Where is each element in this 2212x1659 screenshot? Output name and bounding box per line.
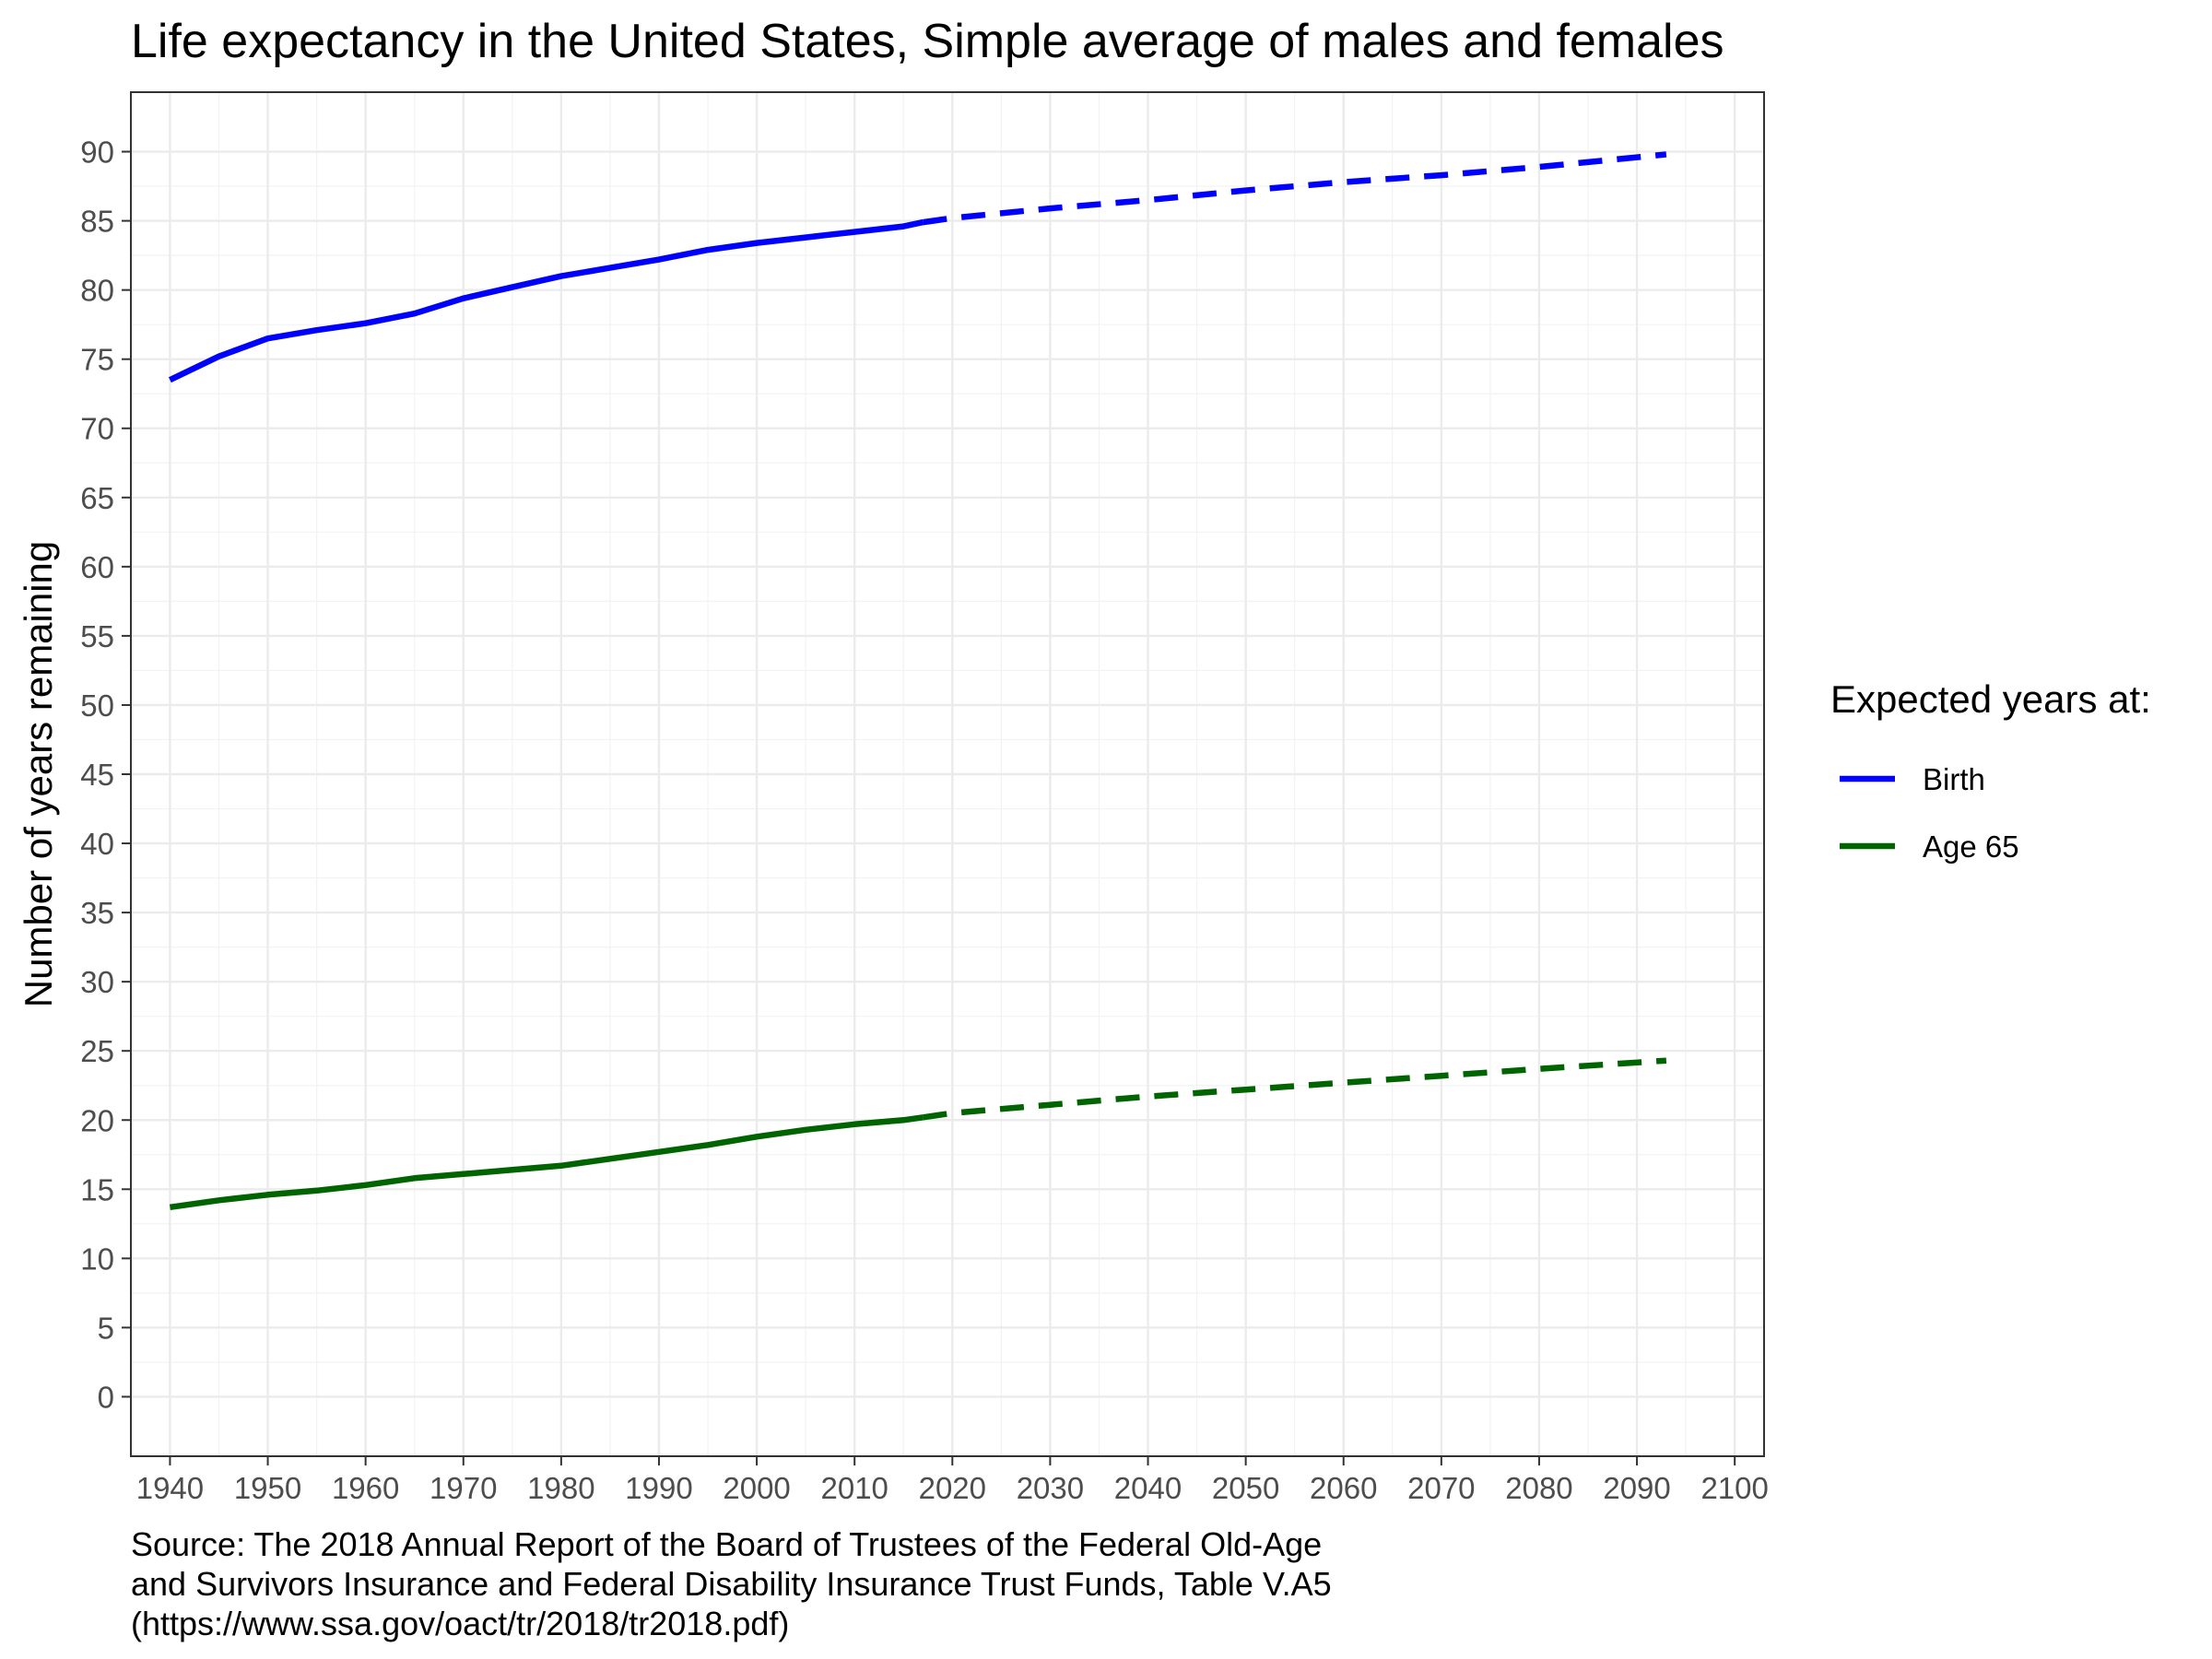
y-tick-label: 25 bbox=[80, 1034, 114, 1068]
y-tick-label: 55 bbox=[80, 619, 114, 653]
y-tick-label: 0 bbox=[98, 1380, 114, 1414]
y-tick-label: 90 bbox=[80, 135, 114, 170]
y-tick-label: 65 bbox=[80, 481, 114, 515]
x-tick-label: 2020 bbox=[919, 1471, 986, 1505]
legend-title: Expected years at: bbox=[1830, 677, 2151, 721]
x-tick-label: 1950 bbox=[234, 1471, 301, 1505]
y-axis-label: Number of years remaining bbox=[17, 541, 60, 1008]
caption: Source: The 2018 Annual Report of the Bo… bbox=[131, 1525, 1332, 1642]
caption-line-2: and Survivors Insurance and Federal Disa… bbox=[131, 1565, 1332, 1603]
major-gridlines bbox=[131, 92, 1764, 1456]
series-line-birth-historical bbox=[168, 218, 924, 383]
y-tick-label: 85 bbox=[80, 205, 114, 239]
x-tick-label: 2010 bbox=[820, 1471, 888, 1505]
y-tick-label: 10 bbox=[80, 1241, 114, 1276]
x-tick-label: 2030 bbox=[1017, 1471, 1084, 1505]
x-tick-label: 1990 bbox=[625, 1471, 692, 1505]
x-tick-label: 2100 bbox=[1700, 1471, 1768, 1505]
y-tick-label: 30 bbox=[80, 965, 114, 999]
x-tick-label: 1980 bbox=[527, 1471, 594, 1505]
x-tick-label: 2050 bbox=[1212, 1471, 1279, 1505]
chart-title: Life expectancy in the United States, Si… bbox=[131, 15, 1724, 68]
y-tick-label: 45 bbox=[80, 758, 114, 792]
x-tick-label: 1960 bbox=[332, 1471, 399, 1505]
series-line-birth-projected bbox=[923, 151, 1667, 226]
plot-panel bbox=[130, 91, 1765, 1457]
x-tick-label: 2070 bbox=[1407, 1471, 1475, 1505]
y-tick-label: 60 bbox=[80, 550, 114, 584]
legend-label-birth: Birth bbox=[1923, 762, 1985, 796]
y-tick-label: 5 bbox=[98, 1311, 114, 1345]
x-tick-label: 1940 bbox=[136, 1471, 204, 1505]
caption-line-3: (https://www.ssa.gov/oact/tr/2018/tr2018… bbox=[131, 1605, 789, 1642]
series-line-age-65-historical bbox=[169, 1114, 924, 1211]
y-tick-label: 20 bbox=[80, 1103, 114, 1137]
x-tick-label: 2000 bbox=[723, 1471, 790, 1505]
series-lines bbox=[168, 151, 1667, 1211]
y-tick-label: 35 bbox=[80, 896, 114, 930]
y-tick-label: 80 bbox=[80, 274, 114, 308]
x-tick-label: 2080 bbox=[1505, 1471, 1572, 1505]
x-tick-label: 2060 bbox=[1310, 1471, 1377, 1505]
y-tick-label: 40 bbox=[80, 827, 114, 861]
caption-line-1: Source: The 2018 Annual Report of the Bo… bbox=[131, 1525, 1322, 1563]
x-tick-label: 2090 bbox=[1603, 1471, 1670, 1505]
legend-label-age-65: Age 65 bbox=[1923, 830, 2019, 864]
series-line-age-65-projected bbox=[923, 1057, 1667, 1121]
y-tick-label: 50 bbox=[80, 688, 114, 723]
y-axis: 0 5 10 15 20 25 30 35 40 45 50 55 60 65 70 75 80 85 90 bbox=[80, 135, 131, 1414]
x-tick-label: 1970 bbox=[429, 1471, 497, 1505]
y-tick-label: 15 bbox=[80, 1172, 114, 1206]
y-tick-label: 70 bbox=[80, 412, 114, 446]
x-tick-label: 2040 bbox=[1114, 1471, 1182, 1505]
y-tick-label: 75 bbox=[80, 343, 114, 377]
x-axis: 1940 1950 1960 1970 1980 1990 2000 2010 2020 2030… bbox=[136, 1456, 1769, 1505]
legend: Expected years at: Birth Age 65 bbox=[1830, 677, 2151, 864]
